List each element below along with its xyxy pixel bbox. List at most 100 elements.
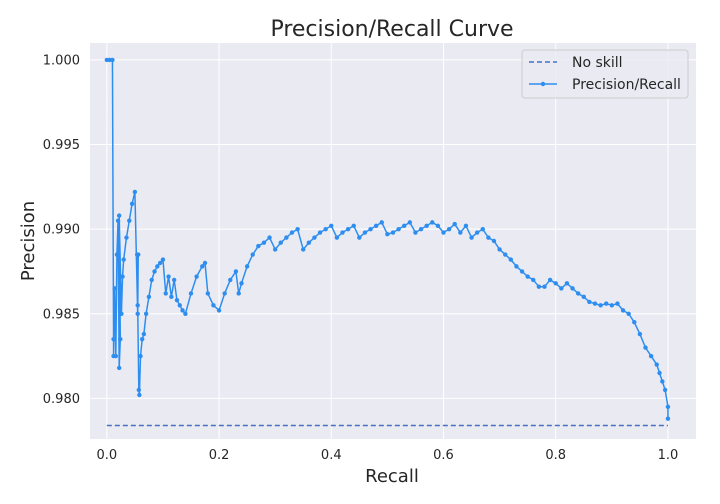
data-point-precision-recall (418, 226, 424, 232)
data-point-precision-recall (134, 252, 140, 257)
data-point-precision-recall (202, 260, 208, 266)
data-point-precision-recall (525, 274, 530, 279)
data-point-precision-recall (267, 235, 272, 240)
data-point-precision-recall (497, 247, 502, 252)
data-point-precision-recall (446, 226, 452, 232)
data-point-precision-recall (604, 301, 609, 306)
data-point-precision-recall (194, 274, 199, 279)
data-point-precision-recall (407, 220, 413, 225)
data-point-precision-recall (124, 235, 129, 240)
data-point-precision-recall (256, 243, 261, 249)
x-tick-label: 0.6 (433, 448, 454, 463)
data-point-precision-recall (340, 230, 345, 235)
ticks: 0.0 0.2 0.4 0.6 0.8 1.0 0.980 0.985 0.990 0.995 1.… (43, 53, 679, 463)
data-point-precision-recall (662, 387, 668, 393)
data-point-precision-recall (157, 260, 163, 266)
data-point-precision-recall (657, 370, 662, 376)
data-point-precision-recall (654, 362, 659, 367)
data-point-precision-recall (531, 277, 536, 283)
data-point-precision-recall (570, 286, 575, 291)
data-point-precision-recall (205, 291, 211, 296)
data-point-precision-recall (261, 240, 267, 245)
data-point-precision-recall (118, 336, 123, 342)
data-point-precision-recall (615, 301, 620, 306)
data-point-precision-recall (390, 230, 396, 235)
y-tick-label: 0.985 (43, 307, 80, 322)
data-point-precision-recall (301, 247, 306, 252)
y-tick-label: 0.995 (43, 138, 80, 153)
data-point-precision-recall (632, 320, 637, 325)
data-point-precision-recall (430, 220, 435, 225)
plot-background (90, 43, 696, 439)
data-point-precision-recall (474, 230, 480, 235)
data-point-precision-recall (177, 303, 182, 308)
data-point-precision-recall (200, 264, 205, 269)
data-point-precision-recall (368, 226, 373, 232)
x-tick-label: 1.0 (658, 448, 679, 463)
data-point-precision-recall (379, 220, 384, 225)
data-point-precision-recall (441, 230, 446, 235)
x-tick-label: 0.8 (545, 448, 566, 463)
data-point-precision-recall (136, 387, 142, 393)
legend-marker-precision-recall (540, 81, 546, 87)
data-point-precision-recall (458, 230, 463, 235)
data-point-precision-recall (239, 281, 244, 286)
data-point-precision-recall (114, 252, 120, 257)
data-point-precision-recall (112, 286, 117, 291)
x-tick-label: 0.2 (209, 448, 230, 463)
data-point-precision-recall (174, 298, 180, 303)
data-point-precision-recall (110, 57, 115, 63)
data-point-precision-recall (575, 291, 581, 296)
data-point-precision-recall (132, 189, 138, 195)
data-point-precision-recall (491, 238, 497, 244)
data-point-precision-recall (250, 252, 255, 257)
x-tick-label: 0.0 (96, 448, 117, 463)
data-point-precision-recall (547, 277, 553, 283)
data-point-precision-recall (598, 303, 603, 308)
data-point-precision-recall (553, 281, 558, 286)
data-point-precision-recall (289, 230, 295, 235)
x-axis-label: Recall (365, 466, 419, 487)
data-point-precision-recall (120, 274, 125, 279)
y-tick-label: 0.980 (43, 392, 80, 407)
data-point-precision-recall (452, 221, 457, 227)
data-point-precision-recall (345, 226, 351, 232)
data-point-precision-recall (413, 230, 418, 235)
data-point-precision-recall (385, 232, 390, 237)
data-point-precision-recall (486, 235, 491, 240)
data-point-precision-recall (236, 291, 241, 296)
data-point-precision-recall (135, 303, 140, 308)
data-point-precision-recall (211, 303, 216, 308)
data-point-precision-recall (519, 269, 525, 274)
data-point-precision-recall (351, 223, 356, 228)
data-point-precision-recall (334, 235, 340, 240)
data-point-precision-recall (129, 201, 135, 206)
data-point-precision-recall (244, 264, 250, 269)
data-point-precision-recall (542, 284, 547, 289)
data-point-precision-recall (463, 223, 469, 228)
data-point-precision-recall (121, 257, 126, 262)
data-point-precision-recall (317, 230, 323, 235)
y-tick-label: 1.000 (43, 53, 80, 68)
data-point-precision-recall (233, 269, 239, 274)
data-point-precision-recall (116, 365, 122, 371)
data-point-precision-recall (503, 252, 508, 257)
data-point-precision-recall (138, 353, 143, 359)
data-point-precision-recall (559, 286, 564, 291)
data-point-precision-recall (424, 223, 429, 228)
data-point-precision-recall (362, 230, 368, 235)
data-point-precision-recall (306, 240, 312, 245)
data-point-precision-recall (152, 269, 157, 274)
data-point-precision-recall (508, 257, 514, 262)
data-point-precision-recall (146, 294, 152, 300)
data-point-precision-recall (469, 235, 474, 240)
data-point-precision-recall (626, 311, 631, 316)
data-point-precision-recall (295, 226, 300, 232)
data-point-precision-recall (272, 247, 278, 252)
data-point-precision-recall (116, 213, 122, 218)
data-point-precision-recall (643, 345, 648, 350)
y-axis-label: Precision (18, 201, 39, 281)
data-point-precision-recall (141, 331, 147, 337)
data-point-precision-recall (166, 274, 171, 279)
data-point-precision-recall (480, 226, 485, 232)
